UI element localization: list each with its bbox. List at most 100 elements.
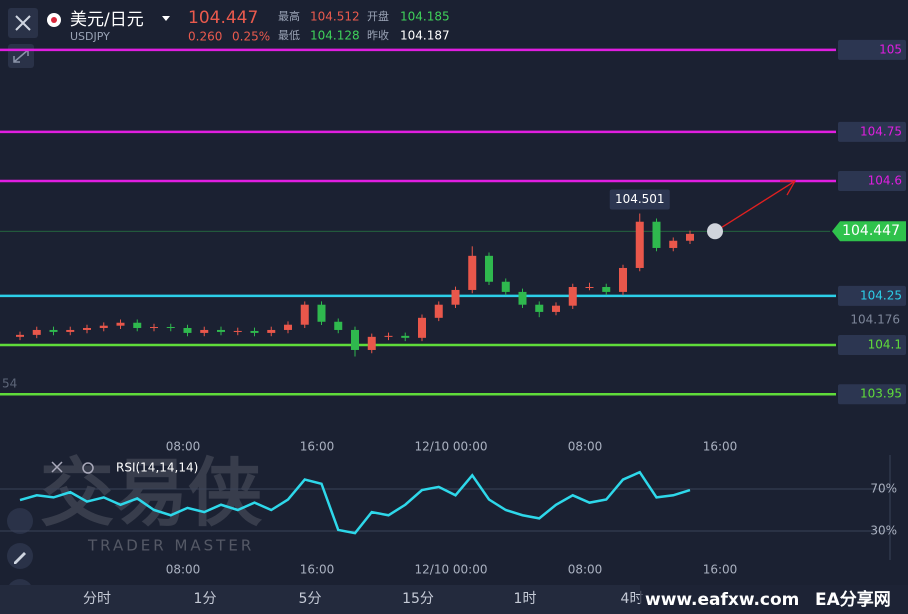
candle-body — [183, 327, 192, 333]
stat-label: 开盘 — [367, 9, 389, 23]
rsi-close[interactable] — [51, 461, 63, 473]
candle-body — [568, 286, 577, 306]
candle-body — [233, 330, 242, 332]
last-price: 104.447 — [188, 8, 258, 28]
time-label: 08:00 — [568, 440, 603, 454]
candle-body — [116, 322, 125, 326]
tab[interactable]: 1时 — [514, 591, 537, 607]
symbol-code: USDJPY — [70, 30, 110, 43]
candle-body — [585, 286, 594, 288]
rsi-title: RSI(14,14,14) — [116, 461, 198, 475]
time-label: 16:00 — [300, 563, 335, 577]
flag-dot — [51, 17, 57, 23]
trend-arrow — [721, 180, 796, 228]
candle-body — [334, 321, 343, 330]
candle-body — [150, 327, 158, 329]
candle-body — [485, 255, 493, 282]
level-label: 105 — [879, 42, 902, 56]
candle-body — [518, 291, 527, 305]
stat-value: 104.128 — [310, 29, 360, 43]
tab[interactable]: 1分 — [194, 591, 217, 607]
time-label: 16:00 — [703, 440, 738, 454]
current-price-label: 104.447 — [842, 223, 900, 239]
candle-body — [300, 304, 309, 325]
level-box — [838, 335, 906, 356]
candle-body — [217, 329, 225, 332]
change: 0.260 — [188, 30, 222, 44]
time-label: 08:00 — [166, 440, 201, 454]
watermark-sub: TRADER MASTER — [87, 537, 254, 555]
rsi-tick-label: 30% — [870, 524, 897, 538]
stat-value: 104.185 — [400, 10, 450, 24]
arrow-head — [780, 180, 797, 196]
candle-body — [535, 304, 544, 312]
symbol: 美元/日元 — [70, 10, 144, 30]
candle-body — [635, 221, 644, 268]
tab[interactable]: 5分 — [299, 591, 322, 607]
candle-body — [384, 335, 393, 337]
axis-label: 54 — [2, 377, 17, 391]
candle-body — [418, 317, 426, 338]
stat-value: 104.187 — [400, 29, 450, 43]
level-label: 103.95 — [860, 387, 902, 401]
candle-body — [200, 329, 209, 333]
tab[interactable]: 4时 — [621, 591, 644, 607]
site-url: www.eafxw.com — [645, 590, 799, 610]
candle-body — [166, 327, 175, 329]
high-marker-box — [609, 189, 670, 210]
candle-body — [669, 240, 678, 248]
candle-body — [468, 255, 477, 290]
tab[interactable]: 15分 — [402, 591, 434, 607]
candle-body — [250, 330, 259, 333]
candle-body — [351, 329, 359, 350]
tool-button[interactable] — [7, 508, 33, 534]
time-label: 16:00 — [300, 440, 335, 454]
rsi-line — [19, 470, 691, 535]
time-label: 08:00 — [166, 563, 201, 577]
candle-body — [602, 286, 611, 292]
candle-body — [552, 305, 560, 312]
level-box — [838, 285, 906, 306]
stat-label: 最高 — [278, 9, 300, 23]
candle-body — [501, 281, 510, 292]
candle-body — [686, 233, 694, 241]
candle-body — [652, 221, 661, 248]
watermark-logo: 交易侠 — [40, 451, 263, 537]
candle-body — [284, 324, 292, 330]
candle-body — [66, 329, 75, 332]
candle-body — [401, 335, 410, 338]
info-button[interactable] — [707, 223, 723, 240]
candle-body — [434, 304, 443, 318]
candle-body — [83, 327, 91, 330]
level-box — [838, 39, 906, 60]
candle-body — [619, 267, 627, 292]
candle-body — [99, 325, 108, 328]
tab[interactable]: 分时 — [83, 591, 111, 607]
stat-label: 最低 — [278, 29, 300, 42]
dropdown-caret[interactable] — [162, 16, 170, 21]
time-label: 16:00 — [703, 563, 738, 577]
stat-label: 昨收 — [367, 28, 389, 42]
candle-body — [367, 336, 376, 350]
time-label: 08:00 — [568, 563, 603, 577]
time-label: 12/10 00:00 — [415, 440, 488, 454]
level-box — [838, 171, 906, 192]
candle-body — [16, 334, 24, 337]
site-name: EA分享网 — [815, 589, 891, 610]
current-price-box — [832, 221, 906, 242]
level-label: 104.1 — [868, 338, 902, 352]
level-label: 104.6 — [868, 174, 902, 188]
time-label: 12/10 00:00 — [415, 563, 488, 577]
axis-label: 104.176 — [850, 313, 900, 327]
candle-body — [49, 329, 58, 332]
level-box — [838, 384, 906, 405]
change-pct: 0.25% — [232, 30, 270, 44]
candle-body — [267, 329, 276, 333]
candle-body — [32, 329, 41, 335]
level-box — [838, 121, 906, 142]
rsi-tick-label: 70% — [870, 482, 897, 496]
level-label: 104.75 — [860, 124, 902, 138]
stat-value: 104.512 — [310, 10, 360, 24]
rsi-eye[interactable] — [82, 462, 94, 474]
